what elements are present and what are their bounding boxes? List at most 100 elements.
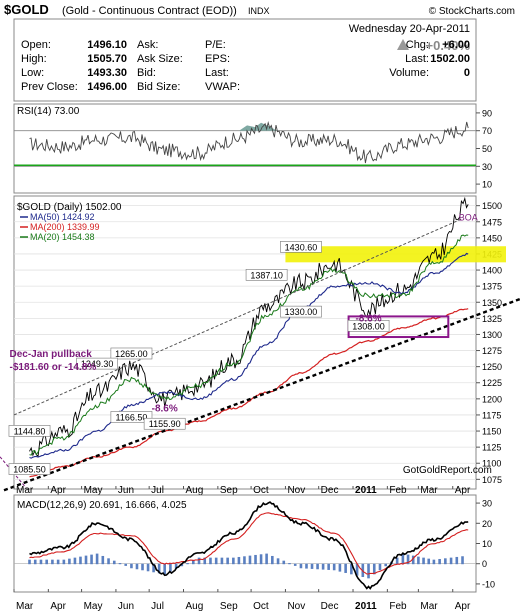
macd-hist-bar: [112, 560, 116, 565]
y-tick-label: 1275: [482, 346, 502, 356]
macd-hist-bar: [174, 563, 178, 569]
x-tick-label: Jun: [118, 485, 134, 496]
macd-hist-bar: [432, 559, 436, 565]
y-tick-label: 1075: [482, 475, 502, 485]
macd-hist-bar: [214, 557, 218, 565]
macd-hist-bar: [265, 553, 268, 565]
x-tick-label: Aug: [186, 485, 204, 496]
ma-legend-label: MA(200) 1339.99: [30, 222, 100, 232]
x-tick-label: 2011: [355, 601, 377, 612]
ticker-symbol: $GOLD: [4, 2, 49, 17]
macd-hist-bar: [427, 558, 431, 565]
macd-hist-bar: [332, 563, 336, 571]
rsi-legend: RSI(14) 73.00: [17, 106, 80, 117]
price-legend: $GOLD (Daily) 1502.00 MA(50) 1424.92MA(2…: [17, 202, 122, 242]
macd-hist-bar: [141, 563, 144, 571]
price-panel: 1075 1100 1125 1150 1175 1200 1225 1250 1275 1300…: [0, 195, 520, 496]
x-tick-label: Mar: [16, 601, 34, 612]
macd-hist-bar: [130, 563, 133, 569]
ma200-line: [29, 308, 469, 478]
x-tick-label: Jul: [151, 601, 164, 612]
macd-hist-bar: [422, 557, 425, 565]
quote-label: Chg:: [406, 39, 429, 51]
y-tick-label: 1450: [482, 233, 502, 243]
quote-value: +6.00: [442, 39, 470, 51]
macd-hist-bar: [438, 558, 441, 565]
x-tick-label: Dec: [321, 485, 339, 496]
macd-hist-bar: [243, 556, 246, 565]
y-tick-label: 1100: [482, 459, 501, 469]
annotation-box: [110, 411, 153, 423]
macd-hist-bar: [406, 554, 410, 565]
x-tick-label: Mar: [16, 485, 34, 496]
macd-hist-bar: [220, 557, 224, 565]
quote-label: Ask Size:: [137, 53, 183, 65]
macd-hist-bar: [455, 556, 459, 565]
quote-box-frame: [13, 18, 477, 102]
macd-hist-bar: [401, 553, 405, 565]
y-tick-label: 70: [482, 126, 492, 136]
x-tick-label: Nov: [287, 485, 305, 496]
macd-hist-bar: [84, 555, 88, 565]
x-tick-label: Apr: [455, 601, 471, 612]
instrument-description: (Gold - Continuous Contract (EOD)): [62, 5, 237, 17]
macd-hist-bar: [79, 556, 82, 565]
quote-label: Volume:: [389, 67, 429, 79]
quote-label: EPS:: [205, 53, 230, 65]
y-tick-label: 30: [482, 162, 492, 172]
y-tick-label: 1200: [482, 394, 502, 404]
quote-label: High:: [21, 53, 47, 65]
y-tick-label: 1500: [482, 201, 502, 211]
annotation-box: [280, 241, 322, 253]
ma20-line: [29, 234, 469, 456]
watermark-text: © StockCharts.com: [429, 6, 515, 17]
macd-hist-bar: [237, 556, 241, 565]
rsi-panel-frame: [13, 103, 477, 194]
rsi-line: [29, 120, 469, 164]
annotation-label: GotGoldReport.com: [403, 465, 492, 476]
y-tick-label: 1325: [482, 314, 502, 324]
macd-legend: MACD(12,26,9) 20.691, 16.666, 4.025: [17, 500, 187, 511]
x-tick-label: Sep: [220, 601, 238, 612]
ma-legend-label: MA(20) 1454.38: [30, 232, 95, 242]
macd-hist-bar: [28, 559, 31, 565]
annotation-label: 1155.90: [149, 419, 181, 429]
macd-legend-text: MACD(12,26,9) 20.691, 16.666, 4.025: [17, 500, 187, 511]
x-tick-label: Apr: [50, 601, 66, 612]
quote-value: 1493.30: [87, 67, 127, 79]
macd-hist-bar: [254, 554, 257, 565]
annotation-label: 1166.50: [116, 412, 148, 422]
price-series-group: [29, 196, 469, 478]
macd-hist-bar: [152, 563, 155, 573]
macd-hist-bar: [259, 554, 263, 565]
y-tick-label: 1225: [482, 378, 502, 388]
upper-channel-dashed-line: [13, 218, 463, 416]
macd-hist-bar: [51, 559, 54, 565]
price-annotations: 1430.60 1387.10 1330.00 1308.00 1265.001249.…: [8, 212, 492, 476]
quote-value: 1496.00: [87, 81, 127, 93]
macd-hist-bar: [95, 553, 99, 565]
y-tick-label: 30: [482, 499, 492, 509]
macd-hist-bar: [411, 555, 415, 565]
annotation-label: BOA: [459, 212, 478, 222]
quote-value: 0: [464, 67, 470, 79]
x-tick-label: Feb: [389, 601, 407, 612]
x-tick-label: Feb: [389, 485, 407, 496]
macd-hist-bar: [186, 563, 189, 565]
macd-hist-bar: [124, 563, 128, 566]
y-tick-label: 1300: [482, 330, 502, 340]
y-tick-label: 1350: [482, 298, 502, 308]
macd-hist-bar: [203, 557, 207, 565]
macd-hist-bar: [355, 563, 359, 576]
macd-hist-bar: [288, 563, 291, 565]
header: $GOLD (Gold - Continuous Contract (EOD))…: [4, 2, 515, 17]
annotation-box: [143, 417, 186, 430]
y-tick-label: 1150: [482, 427, 501, 437]
macd-hist-bar: [449, 557, 453, 565]
annotation-label: 1249.30: [81, 359, 114, 369]
annotation-label: 1387.10: [250, 270, 283, 280]
ma50-line: [29, 252, 469, 459]
quote-label: Last:: [205, 67, 229, 79]
quote-label: Low:: [21, 67, 44, 79]
